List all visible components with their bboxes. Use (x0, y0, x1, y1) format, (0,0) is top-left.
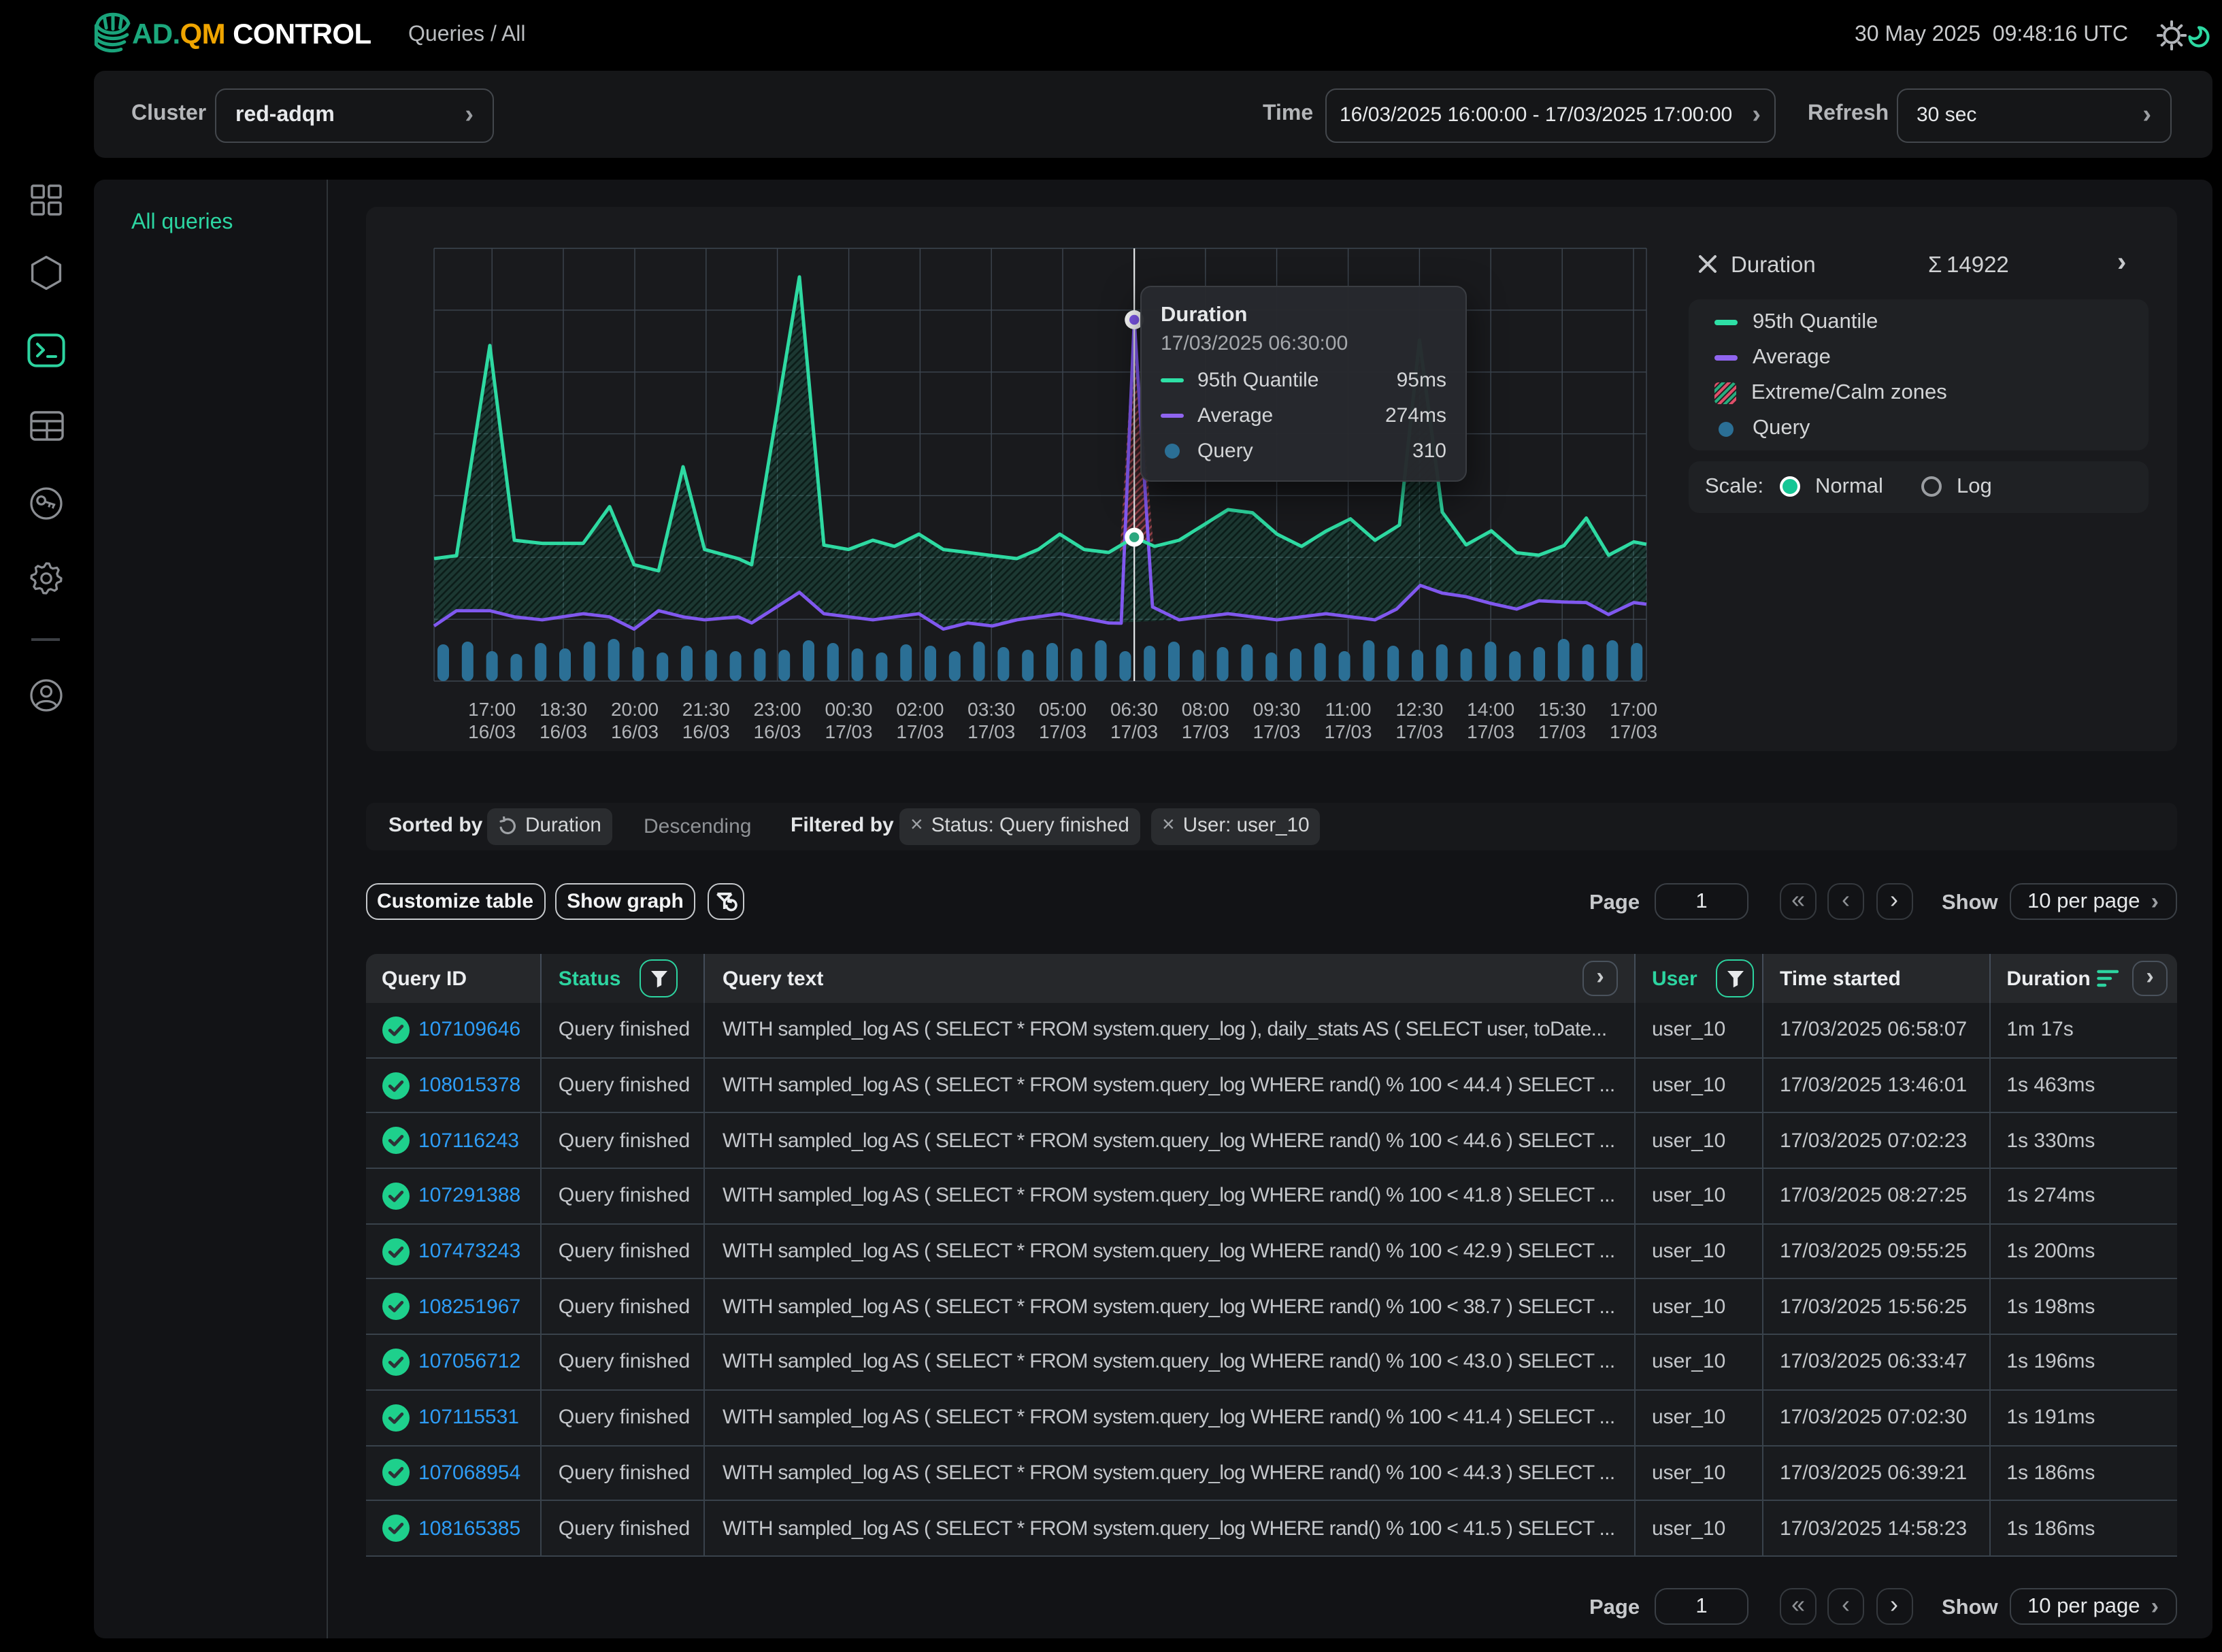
svg-text:20:00: 20:00 (611, 698, 659, 719)
svg-text:17/03: 17/03 (1395, 721, 1443, 742)
svg-text:17/03: 17/03 (896, 721, 944, 742)
svg-text:17/03: 17/03 (1253, 721, 1301, 742)
svg-text:08:00: 08:00 (1182, 698, 1229, 719)
svg-text:09:30: 09:30 (1253, 698, 1301, 719)
svg-text:21:30: 21:30 (682, 698, 730, 719)
svg-text:17/03: 17/03 (967, 721, 1015, 742)
svg-text:02:00: 02:00 (896, 698, 944, 719)
svg-text:16/03: 16/03 (754, 721, 801, 742)
svg-text:16/03: 16/03 (682, 721, 730, 742)
svg-text:16/03: 16/03 (540, 721, 587, 742)
svg-text:17/03: 17/03 (825, 721, 873, 742)
svg-text:14:00: 14:00 (1467, 698, 1514, 719)
svg-text:17/03: 17/03 (1182, 721, 1229, 742)
svg-text:17:00: 17:00 (468, 698, 516, 719)
svg-text:18:30: 18:30 (540, 698, 587, 719)
svg-text:17/03: 17/03 (1110, 721, 1158, 742)
svg-text:16/03: 16/03 (468, 721, 516, 742)
svg-text:03:30: 03:30 (967, 698, 1015, 719)
svg-text:17/03: 17/03 (1467, 721, 1514, 742)
svg-text:12:30: 12:30 (1395, 698, 1443, 719)
svg-text:00:30: 00:30 (825, 698, 873, 719)
svg-text:17/03: 17/03 (1325, 721, 1372, 742)
svg-text:17:00: 17:00 (1610, 698, 1657, 719)
svg-text:17/03: 17/03 (1039, 721, 1087, 742)
svg-text:05:00: 05:00 (1039, 698, 1087, 719)
svg-text:16/03: 16/03 (611, 721, 659, 742)
svg-text:17/03: 17/03 (1538, 721, 1586, 742)
svg-text:23:00: 23:00 (754, 698, 801, 719)
svg-text:17/03: 17/03 (1610, 721, 1657, 742)
svg-text:06:30: 06:30 (1110, 698, 1158, 719)
svg-text:11:00: 11:00 (1325, 698, 1372, 719)
svg-text:15:30: 15:30 (1538, 698, 1586, 719)
